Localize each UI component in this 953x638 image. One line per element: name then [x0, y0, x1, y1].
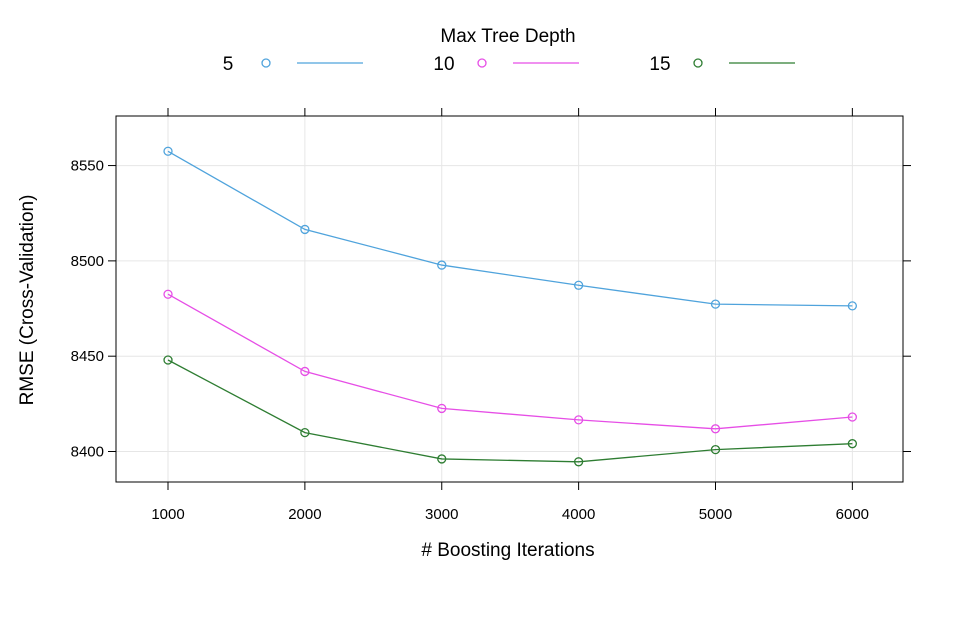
data-point — [710, 424, 721, 434]
data-point — [847, 301, 858, 311]
series-5 — [163, 146, 858, 311]
data-point — [437, 403, 447, 414]
data-point — [437, 260, 447, 270]
data-point — [163, 146, 173, 156]
x-axis-title: # Boosting Iterations — [421, 540, 594, 561]
legend-entry-10: 10 — [433, 54, 579, 75]
data-point — [847, 412, 858, 422]
data-point — [437, 454, 447, 464]
series-15 — [163, 355, 858, 467]
data-point — [573, 457, 584, 467]
data-point — [573, 280, 584, 290]
data-point — [300, 366, 310, 377]
x-tick-label: 2000 — [288, 506, 321, 523]
legend-marker — [693, 58, 703, 68]
legend-label: 10 — [433, 54, 454, 75]
data-point — [710, 299, 721, 309]
y-tick-label: 8500 — [71, 253, 104, 270]
x-tick-label: 3000 — [425, 506, 458, 523]
legend-entry-15: 15 — [649, 54, 795, 75]
series-10 — [163, 289, 858, 434]
data-point — [300, 427, 310, 438]
series-line — [167, 359, 853, 463]
data-point — [710, 444, 721, 455]
y-tick-label: 8550 — [71, 158, 104, 175]
legend-title: Max Tree Depth — [440, 26, 575, 47]
legend: Max Tree Depth 5 10 15 — [223, 26, 795, 75]
x-tick-label: 5000 — [699, 506, 732, 523]
data-point — [300, 224, 310, 235]
legend-marker — [261, 58, 271, 68]
y-tick-label: 8450 — [71, 348, 104, 365]
data-point — [573, 415, 584, 425]
data-point — [847, 439, 858, 449]
legend-entry-5: 5 — [223, 54, 363, 75]
y-tick-label: 8400 — [71, 444, 104, 461]
legend-label: 5 — [223, 54, 234, 75]
series-line — [167, 150, 853, 307]
series-line — [167, 293, 853, 430]
grid — [116, 116, 903, 482]
series-layer — [163, 146, 858, 467]
x-tick-label: 6000 — [836, 506, 869, 523]
legend-marker — [477, 58, 487, 68]
x-tick-label: 1000 — [151, 506, 184, 523]
axes: 1000 2000 3000 4000 5000 6000 8400 8450 8500 8550 — [71, 108, 911, 523]
legend-label: 15 — [649, 54, 670, 75]
data-point — [163, 355, 173, 365]
data-point — [163, 289, 173, 299]
x-tick-label: 4000 — [562, 506, 595, 523]
plot-border — [115, 115, 904, 483]
y-axis-title: RMSE (Cross-Validation) — [17, 195, 38, 406]
